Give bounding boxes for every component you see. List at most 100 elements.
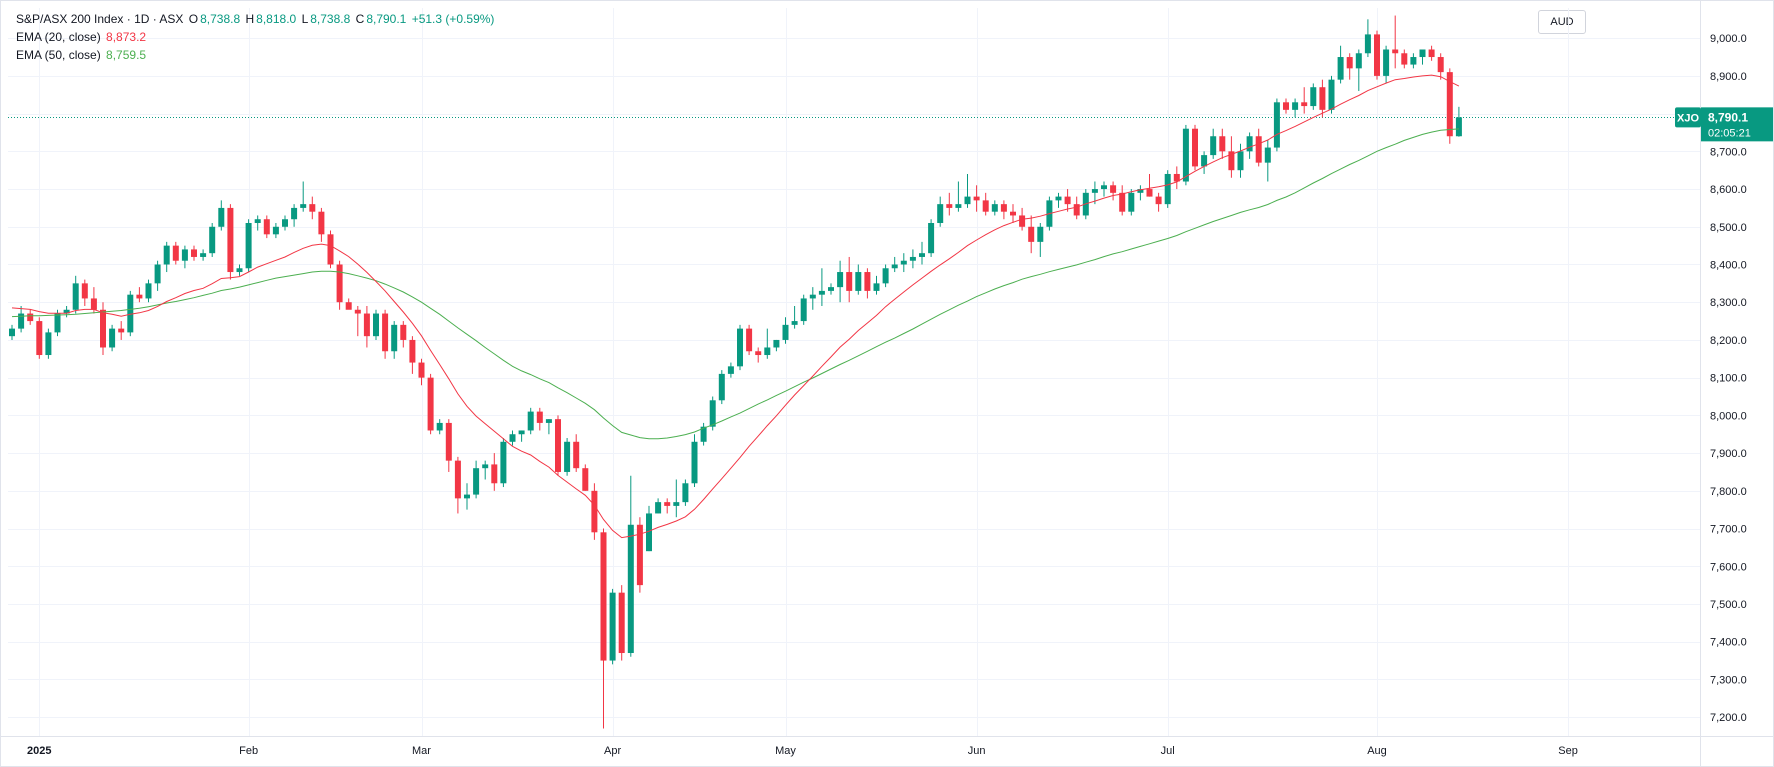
candle[interactable] [509,430,516,446]
candle[interactable] [473,460,480,499]
candle[interactable] [345,298,352,310]
candle[interactable] [27,309,34,325]
candle[interactable] [1319,79,1326,118]
candle[interactable] [946,192,953,216]
candle[interactable] [282,215,288,231]
candle[interactable] [1246,132,1253,159]
candle[interactable] [1401,49,1408,69]
candle[interactable] [63,305,70,318]
candle[interactable] [1201,151,1208,174]
candle[interactable] [1000,200,1007,220]
candle[interactable] [809,287,816,310]
candle[interactable] [1237,143,1244,178]
price-axis[interactable]: 7,200.0 7,300.0 7,400.0 7,500.0 7,600.0 7,700… [1710,33,1747,724]
candle[interactable] [1292,98,1299,118]
candle[interactable] [1410,53,1417,69]
candle[interactable] [919,241,925,265]
candle[interactable] [973,185,980,212]
candle[interactable] [136,287,143,303]
candle[interactable] [727,362,734,378]
candle[interactable] [909,249,916,269]
candle[interactable] [400,321,407,348]
candle[interactable] [200,249,207,261]
candle[interactable] [445,419,452,472]
candle[interactable] [1273,98,1280,152]
candle[interactable] [72,275,79,314]
candle[interactable] [791,305,798,329]
candle[interactable] [318,207,325,242]
candle[interactable] [1010,204,1016,224]
candle[interactable] [1328,75,1335,114]
candle[interactable] [309,196,316,220]
candle[interactable] [9,324,15,340]
candle[interactable] [1101,181,1107,197]
candle[interactable] [828,283,834,295]
candle[interactable] [664,498,671,514]
candle[interactable] [1392,15,1399,69]
candle[interactable] [1164,170,1171,208]
candle[interactable] [782,317,789,344]
candle[interactable] [464,483,470,510]
candle[interactable] [1283,98,1289,114]
candle[interactable] [682,479,689,506]
candle[interactable] [1192,124,1198,171]
candle[interactable] [1364,19,1371,58]
candle[interactable] [718,370,725,405]
candle[interactable] [118,321,125,340]
candle[interactable] [291,204,298,227]
candle[interactable] [555,415,561,476]
candle[interactable] [272,223,279,239]
candle[interactable] [591,483,598,540]
candle[interactable] [618,585,625,661]
candle[interactable] [737,324,743,371]
candle[interactable] [527,407,534,435]
candle[interactable] [1137,185,1144,201]
candle[interactable] [1355,49,1362,91]
candle[interactable] [254,215,261,231]
candle[interactable] [746,324,753,356]
candle[interactable] [391,321,398,359]
candle[interactable] [937,196,944,227]
candle[interactable] [1110,181,1117,201]
candle[interactable] [336,260,343,310]
candle[interactable] [600,528,607,729]
candle[interactable] [36,317,43,359]
candle[interactable] [1310,83,1317,110]
candle[interactable] [1219,128,1226,159]
candle[interactable] [837,260,844,303]
candle[interactable] [773,339,780,352]
candle[interactable] [955,181,962,212]
candle[interactable] [1119,185,1126,216]
legend-ema20-row[interactable]: EMA (20, close) 8,873.2 [16,28,496,46]
candle[interactable] [1146,173,1153,197]
candle[interactable] [1055,192,1062,208]
candle[interactable] [100,302,106,356]
candle[interactable] [54,309,61,337]
currency-button[interactable]: AUD [1538,10,1586,34]
candle[interactable] [454,456,461,514]
candle[interactable] [1437,53,1444,80]
candle[interactable] [864,268,871,299]
candle[interactable] [1301,87,1308,114]
candle[interactable] [209,223,216,257]
candle[interactable] [891,256,898,273]
candle[interactable] [181,245,188,269]
candle[interactable] [1210,128,1217,159]
price-tag[interactable]: XJO 8,790.1 02:05:21 [1675,107,1773,142]
candle[interactable] [191,245,197,261]
candle[interactable] [263,215,270,239]
candle[interactable] [491,453,498,491]
candle[interactable] [172,241,179,265]
candle[interactable] [928,219,935,257]
candle[interactable] [373,309,379,340]
candle[interactable] [218,200,225,231]
candle[interactable] [964,173,971,208]
time-axis[interactable]: 2025 Feb Mar Apr May Jun Jul Aug Sep [27,745,1578,757]
candle[interactable] [691,434,698,488]
candle[interactable] [427,373,434,435]
candle[interactable] [1374,30,1380,80]
candle[interactable] [646,505,652,552]
candle[interactable] [145,279,152,303]
candle[interactable] [354,305,361,337]
candle[interactable] [700,422,707,446]
